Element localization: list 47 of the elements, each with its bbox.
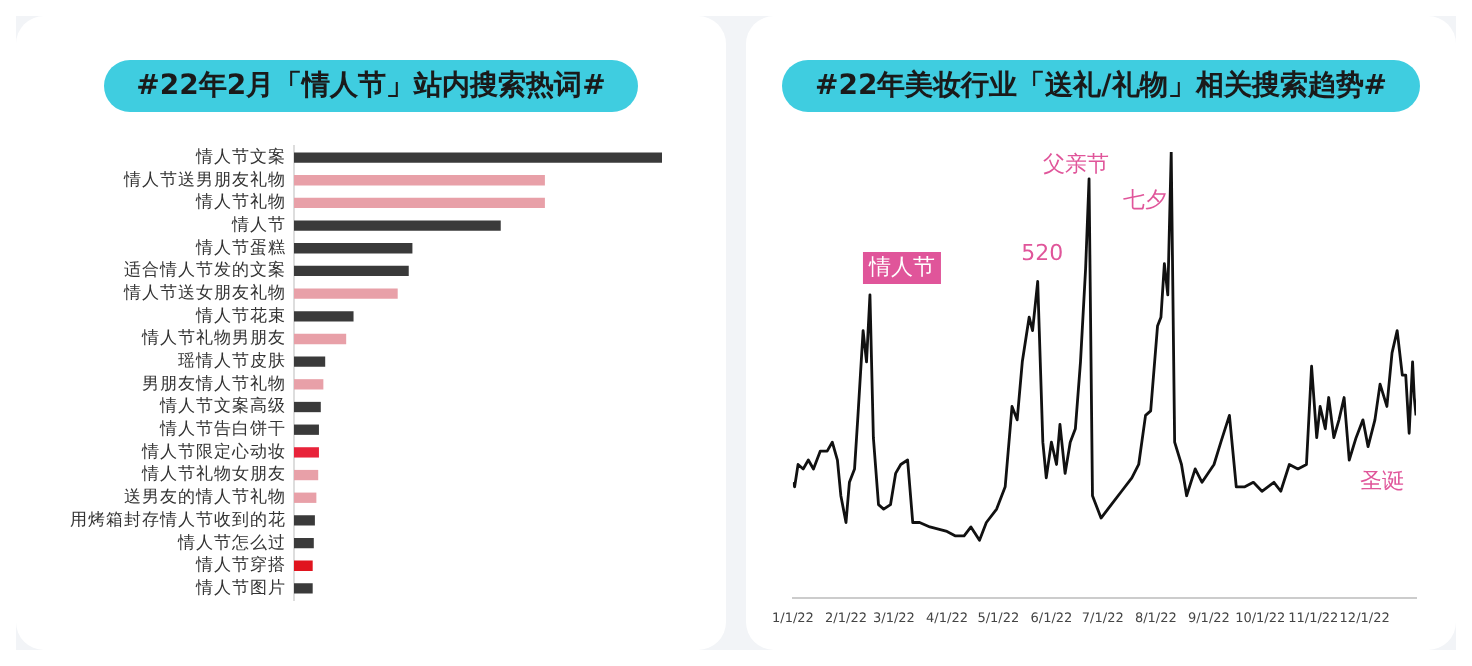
bar <box>293 265 408 277</box>
y-tick-label: 情人节文案 <box>193 145 285 168</box>
bar <box>293 197 544 209</box>
y-tick-label: 情人节怎么过 <box>175 531 285 554</box>
y-tick-label: 情人节礼物 <box>193 191 285 214</box>
y-tick-label: 适合情人节发的文案 <box>123 259 285 282</box>
y-tick-label: 情人节花束 <box>193 304 285 327</box>
bar <box>293 583 312 594</box>
annotation: 520 <box>1021 240 1064 267</box>
annotation: 圣诞 <box>1359 468 1404 495</box>
bar <box>293 175 544 186</box>
y-tick-label: 情人节送女朋友礼物 <box>121 282 285 305</box>
y-tick-label: 情人节蛋糕 <box>193 236 285 259</box>
y-tick-label: 情人节 <box>229 213 285 236</box>
chart-title: #22年2月「情人节」站内搜索热词# <box>104 60 638 112</box>
bar <box>293 288 397 299</box>
y-tick-label: 情人节礼物女朋友 <box>139 463 285 486</box>
bar <box>293 333 346 345</box>
y-tick-label: 情人节穿搭 <box>193 554 285 577</box>
y-tick-label: 情人节送男朋友礼物 <box>121 168 285 191</box>
bar <box>293 243 412 254</box>
bar <box>293 311 353 322</box>
bar <box>293 379 323 390</box>
bar <box>293 424 318 435</box>
y-tick-label: 瑶情人节皮肤 <box>177 350 285 373</box>
annotation: 七夕 <box>1122 186 1167 213</box>
bar <box>293 515 314 526</box>
y-tick-label: 男朋友情人节礼物 <box>141 372 285 395</box>
y-tick-label: 用烤箱封存情人节收到的花 <box>69 508 285 531</box>
bar <box>293 492 316 503</box>
bar <box>293 220 500 231</box>
bar <box>293 356 325 367</box>
bar <box>293 469 318 481</box>
bar <box>293 401 320 413</box>
y-tick-label: 情人节图片 <box>193 576 285 599</box>
y-tick-label: 情人节礼物男朋友 <box>139 327 285 350</box>
y-tick-label: 情人节限定心动妆 <box>139 440 285 463</box>
annotation: 父亲节 <box>1043 151 1110 178</box>
bar <box>293 447 318 458</box>
y-tick-label: 送男友的情人节礼物 <box>123 486 285 509</box>
bar <box>293 152 661 163</box>
annotation: 情人节 <box>866 253 935 280</box>
y-tick-label: 情人节告白饼干 <box>157 418 285 441</box>
bar <box>293 560 312 571</box>
chart-title: #22年美妆行业「送礼/礼物」相关搜索趋势# <box>782 60 1420 112</box>
bar <box>293 537 313 549</box>
y-tick-label: 情人节文案高级 <box>157 395 285 418</box>
